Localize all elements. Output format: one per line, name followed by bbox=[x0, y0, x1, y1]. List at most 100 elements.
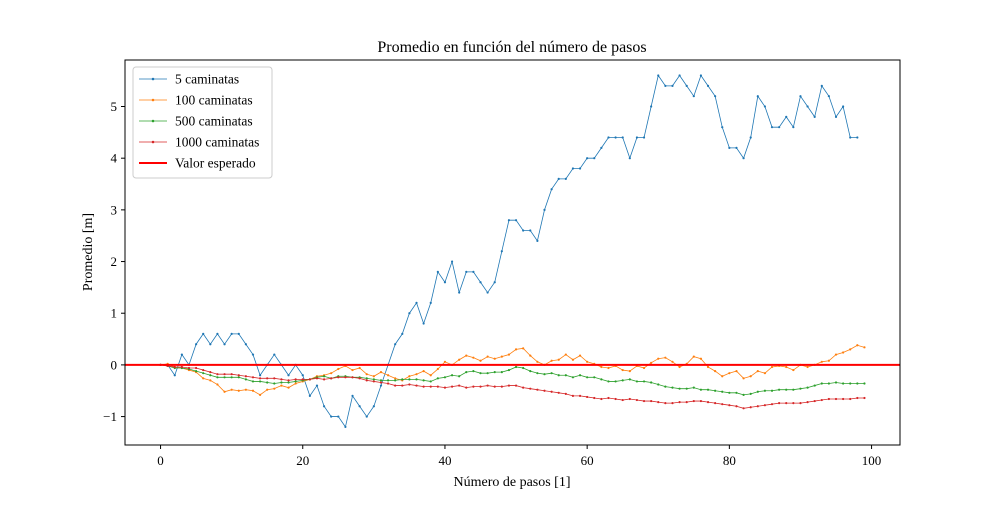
series-2-group bbox=[159, 363, 866, 396]
series-2-point bbox=[763, 389, 767, 392]
series-0-point bbox=[180, 353, 183, 356]
series-3-point bbox=[202, 368, 205, 372]
series-3-point bbox=[557, 391, 560, 394]
series-0-point bbox=[308, 394, 311, 398]
series-2-point bbox=[401, 378, 404, 381]
legend-label: 5 caminatas bbox=[175, 72, 239, 87]
series-3-point bbox=[436, 385, 439, 388]
series-0-point bbox=[849, 136, 852, 139]
legend-label: Valor esperado bbox=[175, 156, 256, 171]
series-3-point bbox=[344, 376, 347, 379]
series-3-point bbox=[842, 397, 845, 401]
series-1-point bbox=[863, 346, 866, 349]
series-2-point bbox=[536, 372, 539, 375]
series-0-point bbox=[507, 219, 511, 222]
x-tick-label: 80 bbox=[723, 453, 736, 468]
series-2-point bbox=[820, 382, 823, 385]
series-3-point bbox=[223, 373, 226, 376]
series-0-point bbox=[593, 157, 596, 160]
series-0-point bbox=[543, 208, 546, 211]
y-tick-label: −1 bbox=[103, 409, 117, 424]
series-0-point bbox=[714, 95, 717, 98]
series-1-point bbox=[507, 353, 511, 356]
y-tick-label: 5 bbox=[111, 99, 118, 114]
series-2-point bbox=[230, 376, 233, 379]
series-0-point bbox=[415, 301, 418, 304]
series-3-point bbox=[386, 382, 390, 385]
series-3-point bbox=[479, 385, 482, 388]
series-1-point bbox=[714, 370, 717, 373]
series-0-point bbox=[493, 281, 496, 284]
series-3-point bbox=[322, 378, 326, 381]
series-3-point bbox=[834, 397, 838, 401]
series-3-point bbox=[209, 371, 212, 374]
legend-swatch-marker bbox=[151, 119, 155, 123]
series-0-point bbox=[443, 281, 447, 284]
series-3-line bbox=[160, 364, 865, 409]
series-1-point bbox=[735, 370, 738, 373]
series-0-point bbox=[706, 84, 710, 87]
series-0-point bbox=[436, 270, 439, 273]
series-0-point bbox=[557, 177, 560, 180]
series-0-point bbox=[614, 136, 617, 139]
series-3-point bbox=[685, 401, 688, 404]
series-2-point bbox=[195, 370, 198, 373]
series-2-point bbox=[386, 379, 390, 382]
series-0-point bbox=[820, 84, 823, 87]
series-1-point bbox=[827, 359, 830, 362]
y-tick-label: 2 bbox=[111, 254, 118, 269]
series-2-point bbox=[586, 376, 589, 379]
legend-label: 100 caminatas bbox=[175, 93, 253, 108]
series-1-point bbox=[756, 370, 759, 373]
series-1-point bbox=[266, 388, 269, 391]
series-2-point bbox=[706, 388, 710, 391]
series-2-point bbox=[507, 368, 511, 372]
plot-frame bbox=[124, 59, 901, 446]
series-2-point bbox=[443, 376, 447, 379]
series-0-point bbox=[315, 384, 319, 387]
series-0-point bbox=[770, 126, 774, 129]
series-2-point bbox=[543, 373, 546, 376]
series-2-point bbox=[287, 381, 290, 384]
series-3-point bbox=[792, 402, 795, 405]
x-tick-label: 0 bbox=[157, 453, 164, 468]
series-2-point bbox=[450, 374, 454, 377]
series-3-point bbox=[394, 384, 397, 387]
series-1-point bbox=[365, 373, 368, 376]
series-3-point bbox=[543, 389, 546, 392]
series-2-point bbox=[778, 388, 781, 391]
series-0-point bbox=[607, 136, 610, 139]
series-2-point bbox=[813, 384, 816, 387]
series-3-point bbox=[642, 399, 646, 403]
series-2-point bbox=[557, 374, 560, 377]
series-0-point bbox=[792, 126, 795, 129]
series-3-point bbox=[735, 405, 738, 408]
y-tick-label: 3 bbox=[111, 202, 118, 217]
series-3-point bbox=[358, 377, 361, 380]
series-1-point bbox=[728, 372, 731, 375]
series-1-point bbox=[415, 373, 418, 376]
y-axis-label: Promedio [m] bbox=[81, 213, 96, 291]
x-tick-label: 40 bbox=[438, 453, 451, 468]
series-1-point bbox=[721, 375, 724, 378]
series-3-point bbox=[827, 397, 830, 401]
legend-box bbox=[132, 66, 273, 179]
series-1-point bbox=[849, 348, 852, 351]
series-3-point bbox=[458, 384, 461, 387]
series-0-point bbox=[237, 332, 240, 335]
series-1-point bbox=[820, 360, 823, 363]
series-3-point bbox=[337, 376, 340, 379]
series-2-point bbox=[792, 388, 795, 391]
series-3-point bbox=[273, 377, 276, 380]
series-0-point bbox=[251, 353, 255, 356]
series-2-point bbox=[756, 390, 759, 393]
series-1-point bbox=[657, 357, 660, 360]
legend: 5 caminatas 100 caminatas 500 caminatas 100… bbox=[132, 66, 273, 179]
series-2-point bbox=[500, 371, 503, 374]
series-0-point bbox=[642, 136, 646, 139]
series-2-point bbox=[522, 366, 525, 370]
series-1-point bbox=[578, 354, 582, 357]
series-1-point bbox=[564, 353, 567, 356]
series-3-point bbox=[692, 399, 695, 403]
series-3-point bbox=[266, 377, 269, 380]
